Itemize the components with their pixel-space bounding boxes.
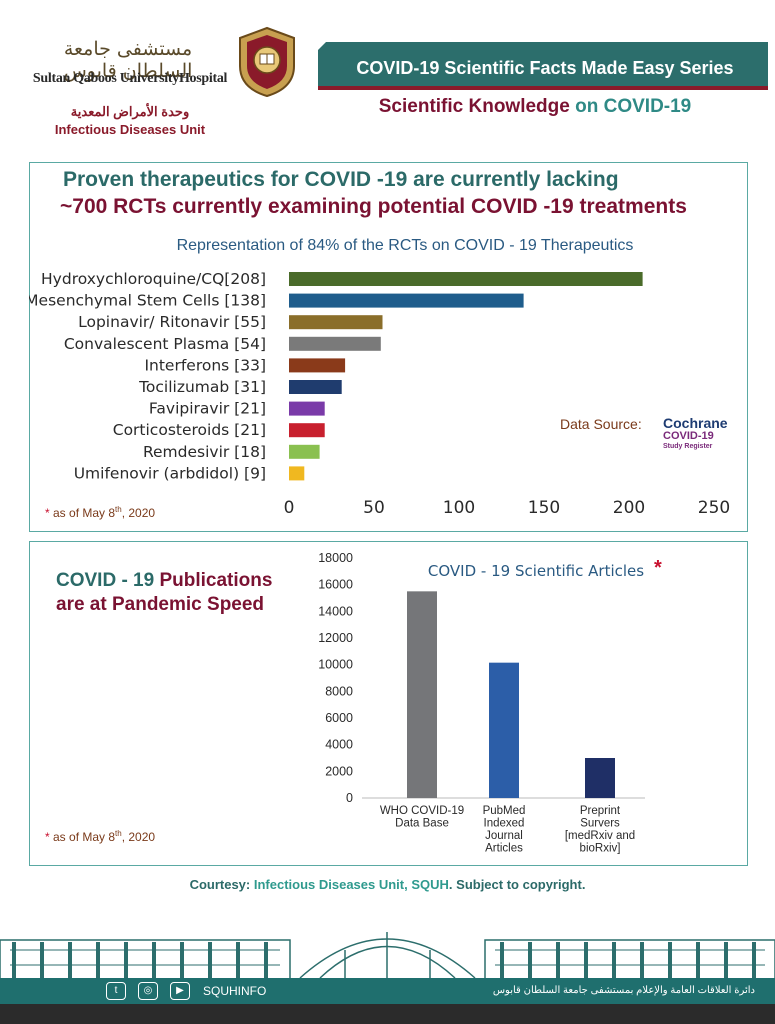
as-of-date-note-2: * as of May 8th, 2020	[45, 829, 156, 844]
asterisk-mark: *	[45, 506, 50, 520]
rct-bar-chart: Hydroxychloroquine/CQ[208] Mesenchymal St…	[29, 270, 730, 518]
youtube-icon[interactable]: ▶	[170, 982, 190, 1000]
bar-6	[289, 401, 325, 416]
knowledge-heading-part2: on COVID-19	[569, 96, 692, 117]
social-handle: SQUHINFO	[203, 984, 267, 998]
unit-name-arabic: وحدة الأمراض المعدية	[70, 104, 190, 119]
category-label-0-line-1: Data Base	[395, 818, 449, 830]
articles-bar-chart: 0 2000 4000 6000 8000 10000 12000 14000 16000 180…	[318, 551, 662, 855]
bar-2	[289, 315, 383, 330]
category-label-2-line-1: Survers	[580, 818, 620, 830]
twitter-icon[interactable]: t	[106, 982, 126, 1000]
y-tick-label-1: 2000	[325, 764, 353, 778]
category-label-7: Corticosteroids [21]	[113, 421, 266, 439]
category-label-2-line-0: Preprint	[580, 805, 621, 817]
article-bar-2	[585, 758, 615, 798]
category-label-1-line-0: PubMed	[483, 805, 526, 817]
hospital-name-english: Sultan Qaboos UniversityHospital	[32, 71, 228, 86]
article-bar-0	[407, 591, 437, 798]
category-label-0-line-0: WHO COVID-19	[380, 805, 464, 817]
publications-headline-line1: COVID - 19 Publications	[56, 570, 273, 591]
y-tick-label-4: 8000	[325, 684, 353, 698]
bar-0	[289, 272, 643, 286]
y-tick-label-8: 16000	[318, 578, 353, 592]
university-crest-logo	[239, 26, 295, 98]
footer-strip	[0, 1004, 775, 1024]
y-tick-label-0: 0	[346, 791, 353, 805]
y-tick-label-5: 10000	[318, 658, 353, 672]
category-label-6: Favipiravir [21]	[149, 400, 266, 418]
bar-1	[289, 293, 524, 308]
unit-name-english: Infectious Diseases Unit	[54, 122, 206, 137]
bar-5	[289, 380, 342, 394]
knowledge-heading-part1: Scientific Knowledge	[378, 96, 570, 117]
category-label-4: Interferons [33]	[144, 356, 266, 374]
x-tick-label-2: 100	[443, 498, 475, 518]
x-tick-label-3: 150	[528, 498, 560, 518]
data-source-label: Data Source:	[560, 416, 642, 432]
bar-8	[289, 444, 320, 459]
y-tick-label-3: 6000	[325, 711, 353, 725]
article-bar-1	[489, 662, 519, 798]
publications-headline-line2: are at Pandemic Speed	[56, 594, 265, 615]
articles-chart-title: COVID - 19 Scientific Articles	[428, 562, 644, 580]
hospital-name-arabic: مستشفى جامعة السلطان قابوس	[63, 38, 193, 82]
rct-count-headline: ~700 RCTs currently examining potential …	[60, 195, 687, 218]
category-label-2: Lopinavir/ Ritonavir [55]	[78, 313, 266, 331]
bar-7	[289, 423, 325, 438]
category-label-5: Tocilizumab [31]	[138, 378, 266, 396]
bar-4	[289, 358, 346, 373]
category-label-1-line-2: Journal	[485, 830, 523, 842]
cochrane-covid-text: COVID-19	[663, 430, 714, 442]
knowledge-heading: Scientific Knowledge on COVID-19	[330, 96, 740, 118]
department-name-arabic: دائرة العلاقات العامة والإعلام بمستشفى ج…	[492, 985, 755, 996]
y-tick-label-9: 18000	[318, 551, 353, 565]
x-tick-label-1: 50	[363, 498, 385, 518]
category-label-3: Convalescent Plasma [54]	[64, 335, 266, 353]
category-label-1-line-1: Indexed	[484, 818, 525, 830]
rct-chart-title: Representation of 84% of the RCTs on COV…	[176, 237, 634, 254]
as-of-date-note: * as of May 8th, 2020	[45, 505, 156, 520]
category-label-2-line-2: [medRxiv and	[565, 830, 635, 842]
x-tick-label-0: 0	[284, 498, 295, 518]
bar-3	[289, 336, 381, 351]
y-tick-label-6: 12000	[318, 631, 353, 645]
therapeutics-headline: Proven therapeutics for COVID -19 are cu…	[63, 168, 619, 191]
publications-panel	[29, 541, 748, 866]
courtesy-line: Courtesy: Infectious Diseases Unit, SQUH…	[189, 877, 586, 892]
series-banner	[318, 42, 768, 90]
cochrane-register-text: Study Register	[663, 443, 713, 450]
title-asterisk: *	[654, 557, 662, 579]
category-label-2-line-3: bioRxiv]	[580, 843, 621, 855]
instagram-icon[interactable]: ◎	[138, 982, 158, 1000]
asterisk-mark: *	[45, 830, 50, 844]
bar-9	[289, 466, 305, 481]
therapeutics-panel	[29, 162, 748, 532]
x-tick-label-5: 250	[698, 498, 730, 518]
category-label-8: Remdesivir [18]	[143, 443, 266, 461]
x-tick-label-4: 200	[613, 498, 645, 518]
y-tick-label-7: 14000	[318, 604, 353, 618]
category-label-1-line-3: Articles	[485, 843, 523, 855]
series-title: COVID-19 Scientific Facts Made Easy Seri…	[356, 58, 734, 78]
category-label-1: Mesenchymal Stem Cells [138]	[29, 292, 266, 310]
y-tick-label-2: 4000	[325, 738, 353, 752]
cochrane-logo-text: Cochrane	[663, 415, 728, 431]
category-label-9: Umifenovir (arbdidol) [9]	[74, 464, 266, 482]
category-label-0: Hydroxychloroquine/CQ[208]	[41, 270, 266, 288]
